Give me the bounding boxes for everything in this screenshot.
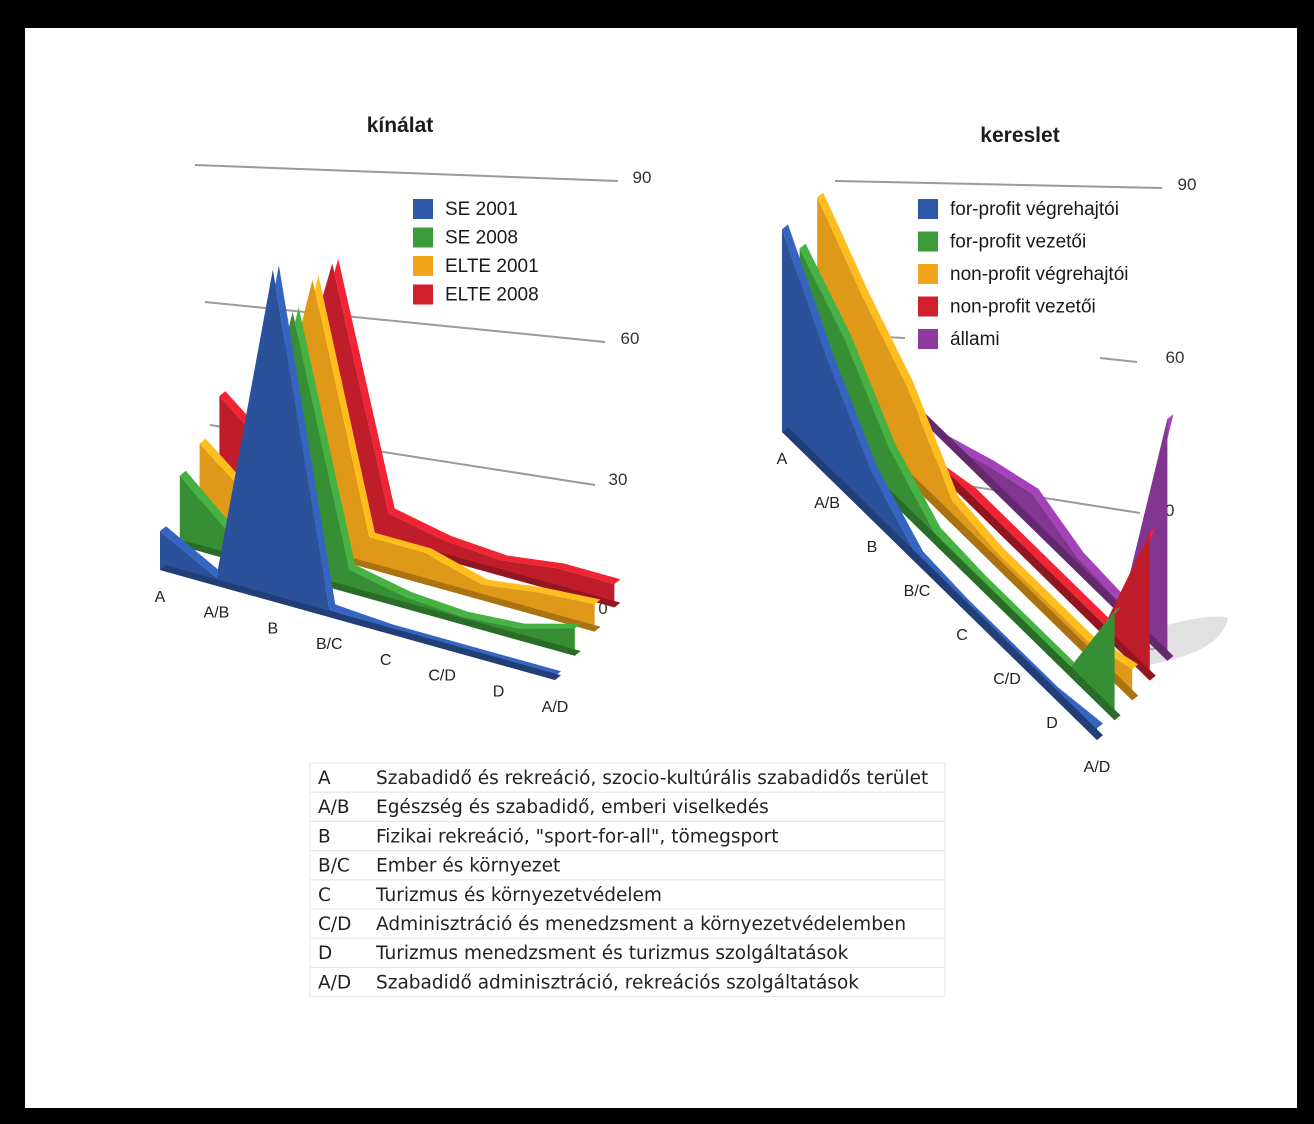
category-code: C (318, 885, 331, 906)
chart-title: kínálat (367, 114, 434, 137)
table-row: C/D Adminisztráció és menedzsment a körny… (309, 908, 946, 939)
x-tick-label: A/B (204, 605, 230, 622)
x-tick-label: A/D (1084, 759, 1111, 776)
category-description: Turizmus menedzsment és turizmus szolgál… (375, 943, 849, 964)
category-description: Ember és környezet (376, 856, 560, 877)
category-code: A/B (318, 797, 350, 818)
y-tick-label: 60 (1166, 348, 1185, 367)
series-ribbon (852, 348, 1174, 606)
category-code: A/D (318, 972, 351, 993)
figure-frame: kínálat 90 60 30 0 A A/B B B/C C C/D D A/D SE 2001 SE … (25, 28, 1297, 1108)
series-area (799, 248, 1115, 721)
y-tick-label: 30 (609, 470, 628, 489)
legend-label: non-profit vezetői (950, 297, 1096, 318)
category-description: Szabadidő és rekreáció, szocio-kultúráli… (376, 768, 928, 789)
table-row: A/D Szabadidő adminisztráció, rekreációs … (309, 966, 946, 998)
chart-title: kereslet (980, 124, 1059, 147)
y-tick-label: 90 (1178, 175, 1197, 194)
category-description: Szabadidő adminisztráció, rekreációs szo… (376, 972, 859, 993)
legend-label: SE 2008 (445, 228, 518, 249)
x-tick-label: A (155, 589, 166, 606)
table-row: B Fizikai rekreáció, "sport-for-all", töm… (309, 820, 946, 852)
series-edge (852, 348, 1174, 661)
category-description: Turizmus és környezetvédelem (375, 885, 662, 906)
table-row: A Szabadidő és rekreáció, szocio-kultúrál… (309, 762, 946, 793)
series-allami (852, 348, 1174, 661)
legend-swatch (918, 264, 938, 284)
category-description: Fizikai rekreáció, "sport-for-all", töme… (376, 826, 778, 847)
legend-label: SE 2001 (445, 199, 518, 220)
y-tick-label: 0 (598, 599, 607, 618)
legend-label: non-profit végrehajtói (950, 264, 1129, 285)
legend-swatch (413, 227, 433, 248)
legend-swatch (918, 199, 938, 219)
legend-swatch (413, 284, 433, 305)
x-tick-label: B/C (316, 636, 343, 653)
x-tick-label: C (380, 652, 392, 669)
series-edge (160, 565, 561, 680)
category-code: B/C (318, 856, 350, 877)
legend-swatch (918, 296, 938, 317)
gridline (1099, 357, 1138, 363)
category-description: Adminisztráció és menedzsment a környeze… (376, 914, 906, 935)
x-tick-label: B (268, 620, 279, 637)
x-tick-label: A/B (814, 495, 840, 512)
legend-swatch (918, 329, 938, 349)
category-code: C/D (318, 914, 351, 935)
x-tick-label: B/C (904, 583, 931, 600)
x-tick-label: A (777, 451, 788, 468)
category-legend-table: A Szabadidő és rekreáció, szocio-kultúrál… (309, 762, 946, 998)
legend-label: ELTE 2001 (445, 256, 539, 277)
table-row: B/C Ember és környezet (309, 850, 946, 881)
series-area (160, 269, 555, 680)
table-row: C Turizmus és környezetvédelem (309, 879, 946, 910)
legend-label: for-profit vezetői (950, 232, 1086, 253)
x-tick-label: C/D (993, 671, 1021, 688)
legend-label: állami (950, 329, 1000, 350)
chart-kinalat: kínálat 90 60 30 0 A A/B B B/C C C/D D A/D SE 2001 SE … (155, 114, 652, 716)
series-edge (782, 427, 1103, 740)
legend-swatch (413, 256, 433, 276)
x-tick-label: B (867, 539, 878, 556)
series-se-2001 (160, 265, 561, 680)
category-description: Egészség és szabadidő, emberi viselkedés (376, 797, 769, 818)
legend-label: ELTE 2008 (445, 285, 539, 306)
y-tick-label: 60 (621, 329, 640, 348)
x-tick-label: D (1046, 715, 1058, 732)
category-code: D (318, 943, 332, 964)
chart-kereslet: kereslet9060300AA/BBB/CCC/DDA/Dfor-profi… (777, 124, 1228, 776)
y-tick-label: 90 (633, 168, 652, 187)
table-row: A/B Egészség és szabadidő, emberi viselke… (309, 791, 946, 822)
category-code: B (318, 826, 331, 847)
gridline (834, 180, 1163, 189)
x-tick-label: D (493, 683, 505, 700)
charts-canvas: kínálat 90 60 30 0 A A/B B B/C C C/D D A/D SE 2001 SE … (155, 114, 1228, 998)
gridline (194, 164, 619, 182)
table-row-border (309, 966, 946, 998)
legend-label: for-profit végrehajtói (950, 199, 1119, 220)
legend-swatch (413, 199, 433, 219)
series-for-profit-vegrehajtoi (782, 224, 1103, 740)
table-row: D Turizmus menedzsment és turizmus szolgá… (309, 937, 946, 968)
x-tick-label: C/D (428, 668, 456, 685)
category-code: A (318, 768, 331, 789)
x-tick-label: A/D (542, 699, 569, 716)
x-tick-label: C (956, 627, 968, 644)
legend-swatch (918, 231, 938, 252)
